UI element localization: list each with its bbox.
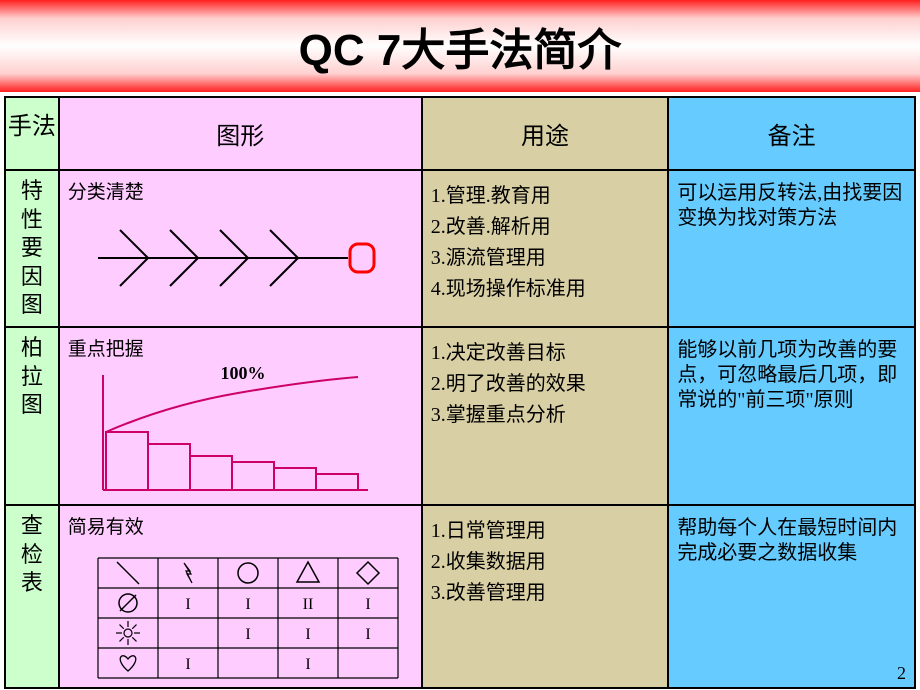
methods-table: 手法 图形 用途 备注 特性要因图 分类清楚 1.管理.教育用2.改善.解析用3…	[4, 96, 916, 689]
table-row: 柏拉图 重点把握 100% 1.决定改善目标2.明了改善的效果3.掌握重点分析 …	[5, 327, 915, 505]
table-row: 查检表 简易有效 IIIIIIIIII 1.日常管理用2.收集数据用3.改善管理…	[5, 505, 915, 688]
graphic-cell: 简易有效 IIIIIIIIII	[59, 505, 422, 688]
svg-text:100%: 100%	[220, 365, 265, 383]
col-header-remark: 备注	[668, 97, 915, 170]
graphic-caption: 重点把握	[68, 334, 413, 361]
svg-text:I: I	[305, 656, 310, 673]
purpose-cell: 1.日常管理用2.收集数据用3.改善管理用	[422, 505, 669, 688]
pareto-diagram: 100%	[68, 365, 408, 500]
title-bar: QC 7大手法简介	[0, 0, 920, 92]
svg-text:I: I	[365, 626, 370, 643]
remark-cell: 帮助每个人在最短时间内完成必要之数据收集	[668, 505, 915, 688]
svg-text:I: I	[185, 656, 190, 673]
svg-text:II: II	[302, 596, 313, 613]
method-name-cell: 查检表	[5, 505, 59, 688]
checksheet-diagram: IIIIIIIIII	[68, 543, 413, 683]
remark-cell: 能够以前几项为改善的要点，可忽略最后几项，即常说的"前三项"原则	[668, 327, 915, 505]
graphic-caption: 简易有效	[68, 512, 413, 539]
remark-cell: 可以运用反转法,由找要因变换为找对策方法	[668, 170, 915, 327]
graphic-cell: 重点把握 100%	[59, 327, 422, 505]
svg-text:I: I	[245, 596, 250, 613]
svg-text:I: I	[245, 626, 250, 643]
svg-text:I: I	[365, 596, 370, 613]
col-header-graphic: 图形	[59, 97, 422, 170]
method-name-cell: 特性要因图	[5, 170, 59, 327]
col-header-method: 手法	[5, 97, 59, 170]
svg-text:I: I	[305, 626, 310, 643]
purpose-cell: 1.管理.教育用2.改善.解析用3.源流管理用4.现场操作标准用	[422, 170, 669, 327]
table-row: 特性要因图 分类清楚 1.管理.教育用2.改善.解析用3.源流管理用4.现场操作…	[5, 170, 915, 327]
purpose-cell: 1.决定改善目标2.明了改善的效果3.掌握重点分析	[422, 327, 669, 505]
page-number: 2	[897, 663, 906, 684]
page-title: QC 7大手法简介	[299, 14, 622, 78]
col-header-purpose: 用途	[422, 97, 669, 170]
graphic-caption: 分类清楚	[68, 177, 413, 204]
fishbone-diagram	[68, 208, 408, 308]
svg-text:I: I	[185, 596, 190, 613]
graphic-cell: 分类清楚	[59, 170, 422, 327]
method-name-cell: 柏拉图	[5, 327, 59, 505]
